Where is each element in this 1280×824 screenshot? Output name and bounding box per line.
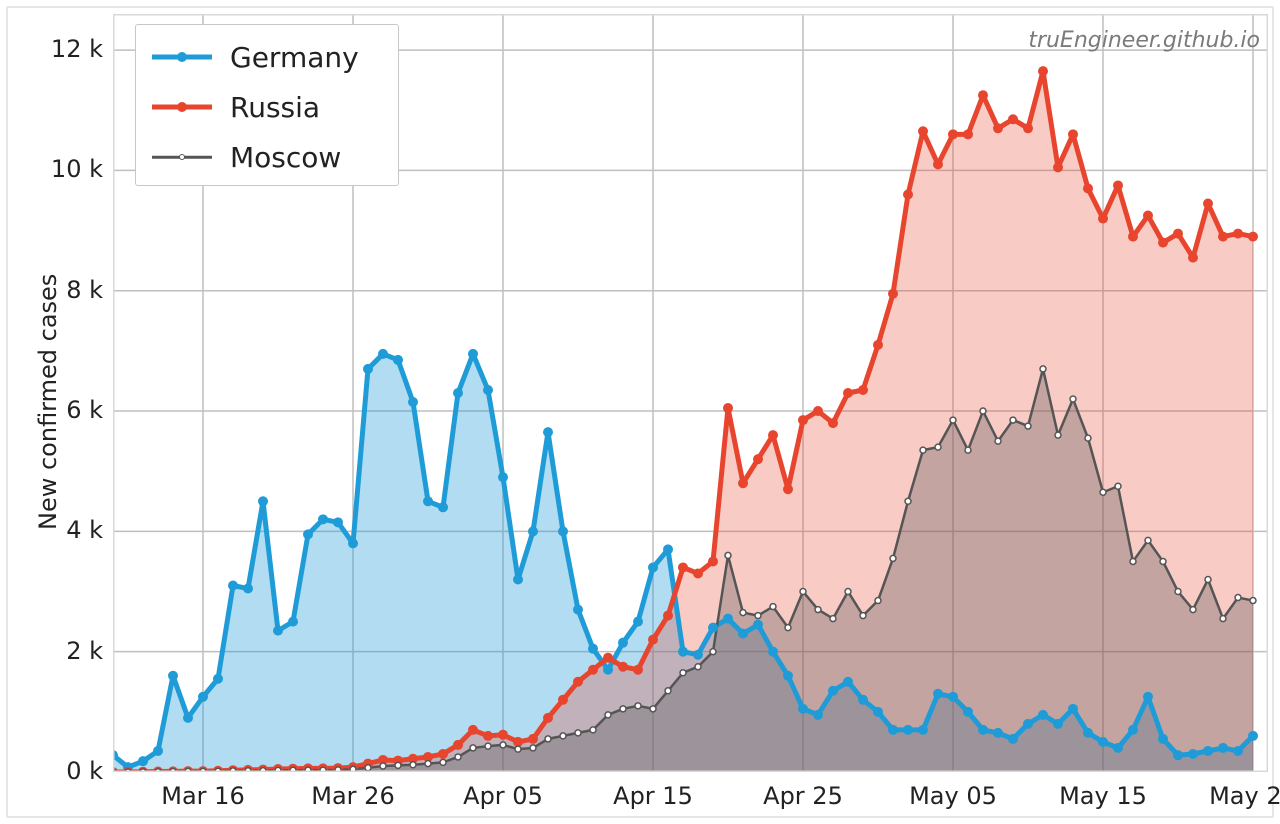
x-tick-label: Apr 05	[458, 782, 548, 810]
x-tick-label: May 25	[1208, 782, 1280, 810]
y-tick-label: 10 k	[51, 155, 103, 183]
y-tick-label: 8 k	[66, 276, 103, 304]
legend-item: Germany	[152, 39, 359, 75]
x-tick-label: Mar 26	[308, 782, 398, 810]
y-tick-label: 12 k	[51, 35, 103, 63]
legend-label: Russia	[230, 91, 320, 124]
credit-text: truEngineer.github.io	[1028, 28, 1260, 53]
y-tick-label: 0 k	[66, 757, 103, 785]
legend-item: Russia	[152, 89, 320, 125]
y-tick-label: 4 k	[66, 516, 103, 544]
y-tick-label: 2 k	[66, 637, 103, 665]
x-tick-label: Apr 15	[608, 782, 698, 810]
legend-label: Moscow	[230, 141, 341, 174]
x-tick-label: Apr 25	[758, 782, 848, 810]
legend-label: Germany	[230, 41, 359, 74]
y-axis-label: New confirmed cases	[34, 274, 62, 530]
x-tick-label: May 15	[1058, 782, 1148, 810]
x-tick-label: Mar 16	[158, 782, 248, 810]
x-tick-label: May 05	[908, 782, 998, 810]
y-tick-label: 6 k	[66, 396, 103, 424]
legend: Germany Russia Moscow	[135, 24, 399, 186]
legend-item: Moscow	[152, 139, 341, 175]
